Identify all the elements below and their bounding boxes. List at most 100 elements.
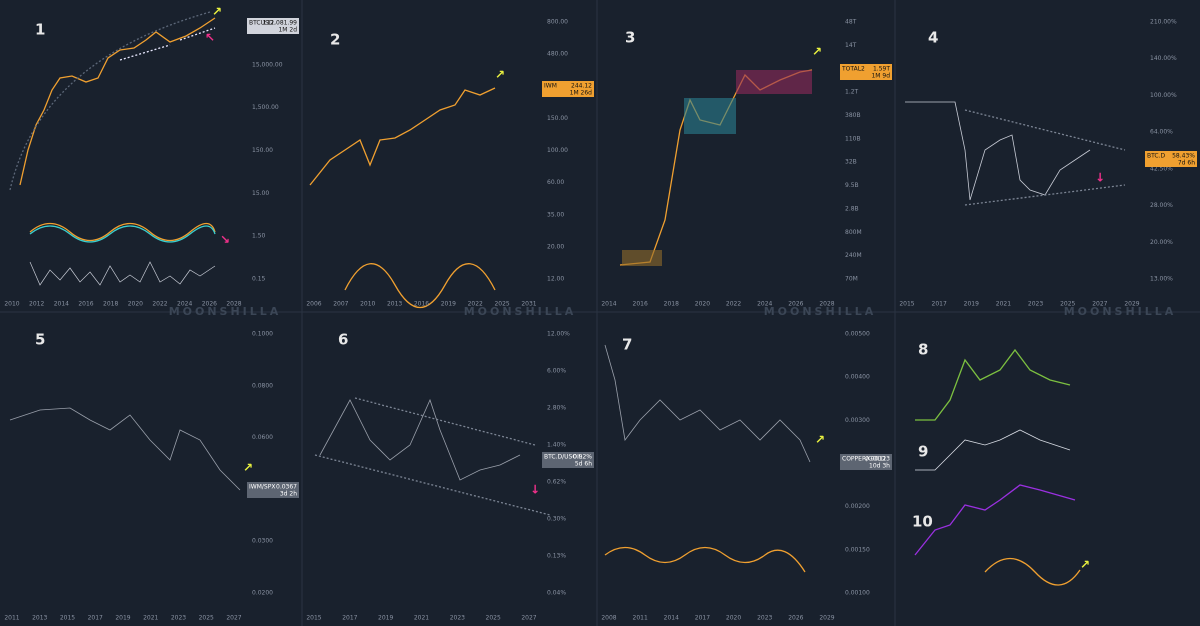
x-tick-label: 2008 [601, 615, 616, 622]
ticker: IWM/SPX [249, 484, 275, 491]
zone [684, 98, 736, 134]
y-tick-label: 150.00 [547, 115, 568, 122]
y-tick-label: 210.00% [1150, 19, 1177, 26]
y-tick-label: 800M [845, 229, 862, 236]
x-tick-label: 2016 [414, 301, 429, 308]
countdown: 7d 6h [1178, 160, 1195, 167]
x-tick-label: 2017 [88, 615, 103, 622]
x-tick-label: 2014 [54, 301, 69, 308]
y-tick-label: 20.00 [547, 243, 564, 250]
curve [319, 398, 521, 481]
x-tick-label: 2021 [414, 615, 429, 622]
curve [915, 348, 1071, 421]
y-tick-label: 0.00200 [845, 503, 870, 510]
price: 58.43% [1172, 153, 1195, 160]
x-tick-label: 2012 [29, 301, 44, 308]
x-tick-label: 2021 [996, 301, 1011, 308]
watermark: MOONSHILLA [1064, 305, 1177, 318]
price-curves [9, 11, 1126, 586]
y-tick-label: 0.00100 [845, 590, 870, 597]
y-tick-label: 0.13% [547, 553, 566, 560]
curve [905, 101, 1091, 201]
arrow: ↗ [243, 461, 253, 475]
curve [915, 429, 1071, 471]
panel-number: 6 [338, 331, 348, 349]
y-tick-label: 9.5B [845, 182, 859, 189]
x-tick-label: 2018 [664, 301, 679, 308]
x-tick-label: 2022 [468, 301, 483, 308]
x-tick-label: 2017 [932, 301, 947, 308]
countdown: 1M 9d [871, 73, 890, 80]
arrow: ↗ [812, 45, 822, 59]
countdown: 3d 2h [280, 491, 297, 498]
zone [736, 70, 812, 94]
y-tick-label: 48T [845, 19, 857, 26]
x-tick-label: 2028 [819, 301, 834, 308]
arrow: ↗ [212, 5, 222, 19]
y-tick-label: 13.00% [1150, 276, 1173, 283]
ticker: BTC.D [1147, 153, 1166, 160]
y-tick-label: 800.00 [547, 19, 568, 26]
y-tick-label: 1.50 [252, 233, 266, 240]
y-tick-label: 1.2T [845, 89, 859, 96]
price-tag [542, 81, 594, 97]
x-tick-label: 2019 [964, 301, 979, 308]
y-tick-label: 0.00300 [845, 417, 870, 424]
ticker: TOTAL2 [841, 66, 865, 73]
y-tick-label: 6.00% [547, 368, 566, 375]
x-tick-label: 2025 [199, 615, 214, 622]
curve [604, 344, 811, 463]
y-tick-label: 100.00% [1150, 92, 1177, 99]
panel-number: 7 [622, 336, 632, 354]
y-tick-label: 0.15 [252, 276, 266, 283]
ticker: COPPER/GOLD [842, 456, 886, 463]
arrow: ↗ [1080, 558, 1090, 572]
x-tick-label: 2010 [4, 301, 19, 308]
x-tick-label: 2019 [378, 615, 393, 622]
price-tag [1145, 151, 1197, 167]
x-tick-label: 2026 [788, 301, 803, 308]
x-tick-label: 2010 [360, 301, 375, 308]
y-tick-label: 12.00% [547, 331, 570, 338]
ticker: IWM [544, 83, 557, 90]
y-tick-label: 100.00 [547, 147, 568, 154]
trend [964, 109, 1126, 206]
arrow: ↓ [1095, 171, 1105, 185]
x-tick-label: 2031 [521, 301, 536, 308]
x-tick-label: 2023 [757, 615, 772, 622]
y-tick-label: 0.04% [547, 590, 566, 597]
x-tick-label: 2013 [387, 301, 402, 308]
x-tick-label: 2022 [726, 301, 741, 308]
price: 244.12 [571, 83, 592, 90]
curve [309, 87, 496, 186]
y-tick-label: 42.50% [1150, 165, 1173, 172]
curve [29, 225, 216, 243]
curve [9, 407, 241, 491]
x-tick-label: 2023 [1028, 301, 1043, 308]
x-tick-label: 2015 [60, 615, 75, 622]
x-tick-label: 2027 [226, 615, 241, 622]
x-tick-label: 2029 [1124, 301, 1139, 308]
countdown: 10d 3h [869, 463, 890, 470]
y-tick-label: 110B [845, 135, 861, 142]
x-tick-label: 2020 [695, 301, 710, 308]
panel-number: 4 [928, 29, 938, 47]
arrow: ↗ [495, 68, 505, 82]
x-tick-label: 2014 [664, 615, 679, 622]
y-tick-label: 70M [845, 276, 858, 283]
x-tick-label: 2016 [633, 301, 648, 308]
y-tick-label: 480.00 [547, 51, 568, 58]
price: 112,081.99 [263, 20, 298, 27]
panel-number: 10 [912, 513, 933, 531]
y-tick-label: 2.80% [547, 405, 566, 412]
arrow: ↘ [220, 233, 230, 247]
panel-number: 5 [35, 331, 45, 349]
x-tick-label: 2017 [695, 615, 710, 622]
price-tag [247, 18, 299, 34]
zone [622, 250, 662, 266]
curve [604, 546, 806, 573]
countdown: 1M 2d [278, 27, 297, 34]
